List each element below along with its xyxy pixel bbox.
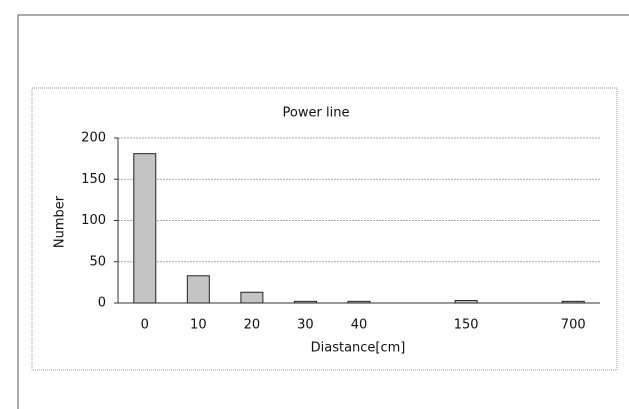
y-axis-label: Number xyxy=(53,195,68,248)
y-tick-label: 50 xyxy=(89,254,106,269)
x-tick-label: 700 xyxy=(561,318,586,333)
bar xyxy=(561,300,585,304)
x-tick-label: 20 xyxy=(244,318,261,333)
bar xyxy=(347,300,371,304)
bar xyxy=(240,291,264,304)
chart-frame xyxy=(31,87,618,371)
x-tick-label: 10 xyxy=(190,318,207,333)
x-tick-label: 150 xyxy=(454,318,479,333)
bar xyxy=(293,300,317,304)
bar xyxy=(186,275,210,304)
bar xyxy=(454,300,478,304)
y-tick-label: 200 xyxy=(81,131,106,146)
bar xyxy=(133,153,157,304)
x-tick-label: 40 xyxy=(351,318,368,333)
y-tick-label: 0 xyxy=(98,296,106,311)
x-tick-label: 0 xyxy=(141,318,149,333)
y-tick-label: 150 xyxy=(81,172,106,187)
y-tick-label: 100 xyxy=(81,213,106,228)
x-tick-label: 30 xyxy=(297,318,314,333)
x-axis-label: Diastance[cm] xyxy=(311,341,406,356)
chart-title: Power line xyxy=(283,106,350,121)
